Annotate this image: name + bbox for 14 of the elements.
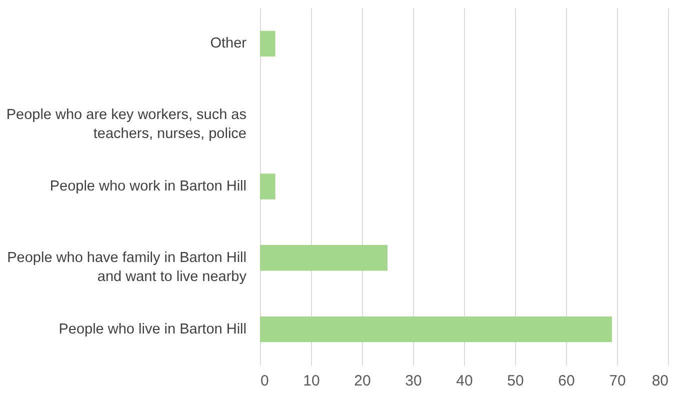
y-tick-label: People who work in Barton Hill — [50, 178, 246, 194]
x-tick-label: 60 — [558, 372, 575, 390]
x-tick-label: 20 — [354, 372, 371, 390]
y-tick-label: People who are key workers, such as teachers, nurses, police — [6, 107, 246, 142]
y-tick-label: People who live in Barton Hill — [58, 321, 246, 338]
y-tick-label: People who have family in Barton Hill and want to live nearby — [7, 250, 248, 285]
x-tick-label: 80 — [652, 372, 668, 390]
x-tick-label: 0 — [260, 372, 269, 390]
y-tick-label: Other — [210, 36, 247, 52]
x-tick-label: 10 — [303, 372, 320, 390]
x-tick-label: 40 — [456, 372, 473, 390]
x-tick-label: 30 — [405, 372, 422, 390]
x-tick-label: 70 — [609, 372, 626, 390]
x-tick-label: 50 — [507, 372, 524, 390]
